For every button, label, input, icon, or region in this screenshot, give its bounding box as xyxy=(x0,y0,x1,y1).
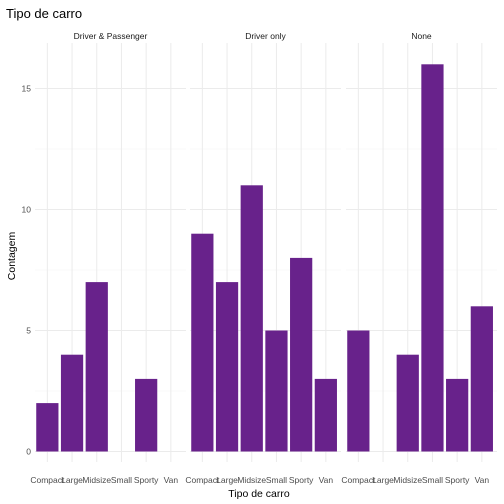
x-tick-label: Midsize xyxy=(393,475,422,485)
bar xyxy=(191,233,214,452)
facet-label: Driver & Passenger xyxy=(74,31,148,41)
y-tick-label: 0 xyxy=(26,447,31,457)
x-tick-label: Small xyxy=(266,475,287,485)
x-tick-label: Sporty xyxy=(289,475,314,485)
x-tick-label: Compact xyxy=(30,475,65,485)
x-axis-title: Tipo de carro xyxy=(228,488,290,500)
bar xyxy=(396,354,419,452)
x-tick-label: Small xyxy=(422,475,443,485)
bar xyxy=(347,330,370,452)
x-tick-label: Compact xyxy=(185,475,220,485)
bar xyxy=(240,185,263,452)
x-tick-label: Large xyxy=(372,475,394,485)
bar xyxy=(265,330,288,452)
bar xyxy=(135,378,158,452)
facet-strip-labels: Driver & Passenger Driver only None xyxy=(74,31,432,41)
x-tick-label: Van xyxy=(164,475,179,485)
x-tick-label: Large xyxy=(61,475,83,485)
x-tick-label: Van xyxy=(475,475,490,485)
facet-label: Driver only xyxy=(245,31,286,41)
y-tick-label: 15 xyxy=(22,84,32,94)
x-tick-label: Large xyxy=(216,475,238,485)
x-tick-label: Small xyxy=(111,475,132,485)
bar xyxy=(290,257,313,452)
bar xyxy=(215,282,239,452)
x-tick-label: Sporty xyxy=(445,475,470,485)
bar xyxy=(85,282,108,452)
y-tick-label: 10 xyxy=(22,205,32,215)
y-tick-labels: 0 5 10 15 xyxy=(22,84,32,457)
bar xyxy=(36,403,59,452)
bar xyxy=(60,354,84,452)
x-tick-label: Van xyxy=(319,475,334,485)
x-tick-label: Compact xyxy=(341,475,376,485)
x-tick-label: Midsize xyxy=(237,475,266,485)
bar xyxy=(421,64,444,452)
y-tick-label: 5 xyxy=(26,326,31,336)
bar xyxy=(314,378,337,452)
bar xyxy=(446,378,469,452)
bar xyxy=(470,306,493,452)
x-tick-label: Sporty xyxy=(134,475,159,485)
bar-layer xyxy=(36,64,493,452)
chart-title: Tipo de carro xyxy=(6,6,82,21)
x-tick-label: Midsize xyxy=(82,475,111,485)
y-axis-title: Contagem xyxy=(6,232,18,281)
facet-label: None xyxy=(411,31,432,41)
